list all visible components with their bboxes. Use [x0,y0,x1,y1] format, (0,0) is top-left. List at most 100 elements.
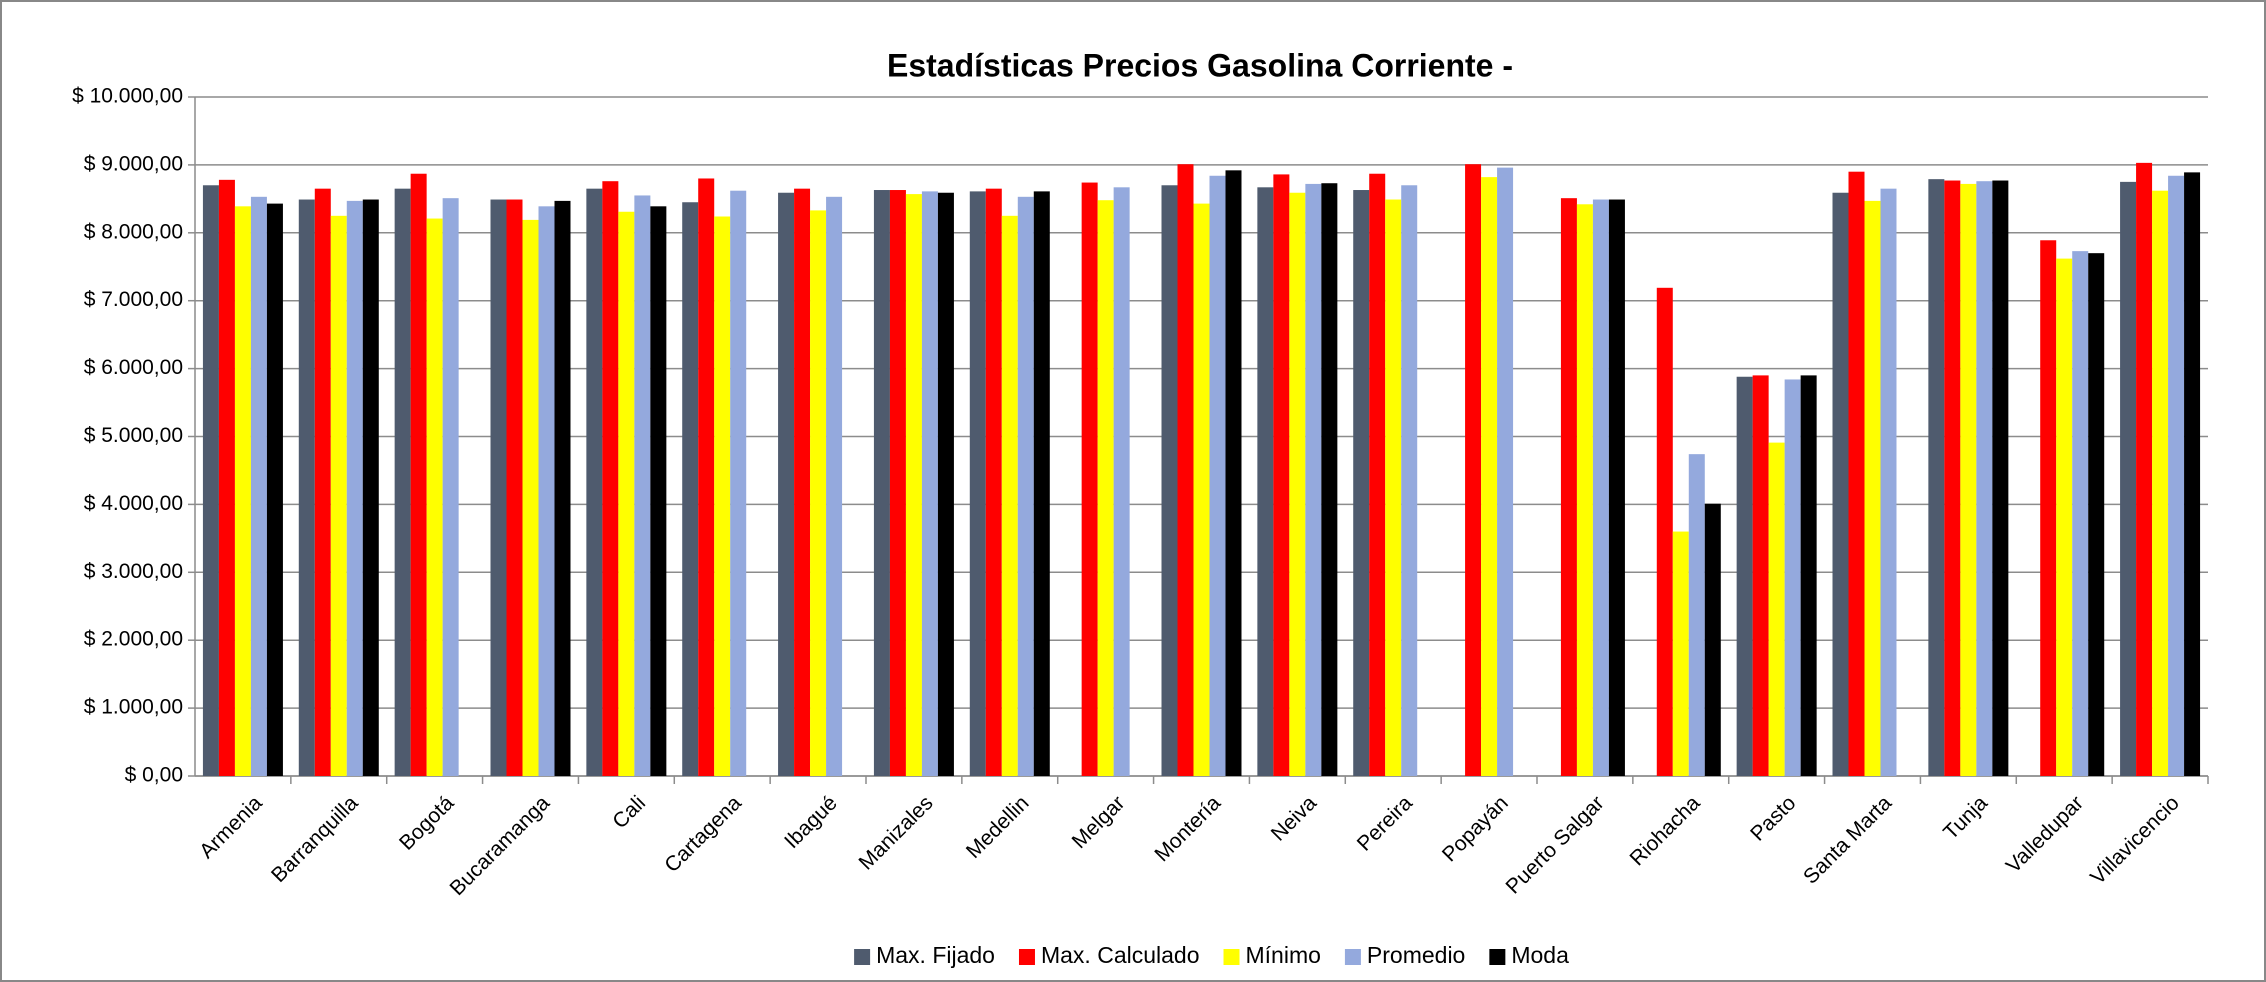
chart-title: Estadísticas Precios Gasolina Corriente … [887,47,1513,83]
legend-swatch [1489,949,1506,965]
bar [314,188,331,777]
bar [586,188,603,777]
bar [1752,375,1769,776]
bar [921,191,938,777]
bar [2168,175,2185,776]
legend-swatch [1223,949,1240,965]
bar [1017,196,1034,777]
legend-label: Promedio [1367,942,1465,968]
bar [1497,167,1514,777]
bar [1864,200,1881,777]
bar [1321,183,1338,776]
bar [618,211,635,777]
bar [1001,215,1018,776]
bar [1481,177,1498,776]
bar [1097,200,1114,776]
bar [410,173,427,777]
legend-label: Max. Fijado [876,942,995,968]
bar [1385,199,1402,777]
bar [1273,174,1290,776]
bar [330,215,347,776]
y-tick-label: $ 10.000,00 [72,85,183,108]
bar [969,191,986,777]
bar [1225,170,1242,776]
bar [1305,183,1322,777]
bar [506,199,523,777]
bar [218,179,235,776]
bar [1353,190,1370,776]
bar [490,199,507,777]
y-tick-label: $ 3.000,00 [84,560,183,583]
bar [522,219,539,777]
bar [682,202,699,776]
bar [554,200,571,777]
bar [2040,240,2057,777]
bar [1465,164,1482,776]
bar [1656,287,1673,776]
bar [1560,198,1577,776]
bar [1592,199,1609,777]
legend: Max. Fijado Max. Calculado Mínimo Promedio M… [854,942,1569,968]
bar [394,188,411,777]
bar [634,195,651,776]
legend-label: Moda [1511,942,1569,968]
bar [602,181,619,777]
bar [202,185,219,776]
bar [1832,192,1849,776]
bar [985,188,1002,777]
bar [1257,187,1274,776]
bar [905,194,922,777]
bar [2136,162,2153,776]
bar [778,192,795,776]
bar [794,188,811,777]
bar [1608,199,1625,777]
y-tick-label: $ 9.000,00 [84,152,183,175]
bar [1992,180,2009,777]
bar [1800,375,1817,776]
y-tick-label: $ 2.000,00 [84,628,183,651]
bar [730,190,747,776]
bar [362,199,379,777]
bar [810,210,827,776]
y-tick-label: $ 8.000,00 [84,220,183,243]
y-tick-label: $ 7.000,00 [84,288,183,311]
bar [1672,531,1689,776]
bar [2072,251,2089,776]
bar [889,190,906,776]
y-tick-label: $ 1.000,00 [84,696,183,719]
bar [1209,175,1226,776]
bar [1177,164,1194,776]
bar [298,199,315,777]
bar [1976,181,1993,777]
bar [1944,180,1961,777]
bar [714,216,731,776]
bar [2152,190,2169,776]
bar [1033,191,1050,777]
bar [1113,187,1130,776]
legend-swatch [1018,949,1035,965]
bar [650,206,667,777]
bar [1784,379,1801,776]
bar [1289,192,1306,776]
bar [2088,253,2105,777]
bar [1704,503,1721,776]
bar [1401,185,1418,776]
bar [873,190,890,776]
bar [1928,179,1945,776]
bar [1736,376,1753,776]
bar [1161,185,1178,776]
bar [250,196,267,777]
bar [234,206,251,777]
bar [2184,172,2201,776]
y-tick-label: $ 5.000,00 [84,424,183,447]
bar [826,196,843,777]
bar [1880,188,1897,777]
y-tick-label: $ 6.000,00 [84,356,183,379]
bar [266,203,283,776]
y-tick-label: $ 0,00 [125,764,183,787]
legend-swatch [1344,949,1361,965]
bar [538,206,555,777]
legend-label: Mínimo [1246,942,1321,968]
bar [698,178,715,777]
